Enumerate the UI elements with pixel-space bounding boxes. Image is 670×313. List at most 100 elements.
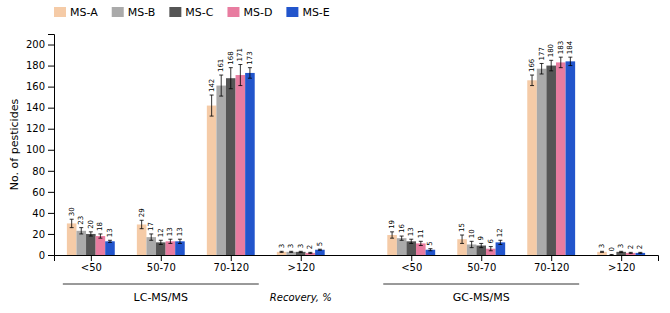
data-label: 168 — [227, 51, 235, 64]
error-bar — [610, 254, 614, 255]
error-bar-cap — [470, 241, 474, 242]
error-bar-cap — [460, 243, 464, 244]
error-bar-cap — [149, 240, 153, 241]
error-bar-line — [411, 239, 412, 243]
bar — [306, 253, 316, 255]
error-bar-cap — [159, 244, 163, 245]
error-bar-cap — [159, 240, 163, 241]
error-bar-cap — [308, 252, 312, 253]
error-bar-cap — [638, 252, 642, 253]
x-tick-label: >120 — [608, 262, 635, 273]
annotation: Recovery, % — [270, 292, 332, 303]
error-bar-line — [532, 75, 533, 86]
error-bar — [210, 95, 214, 116]
x-tick-label: 50-70 — [467, 262, 496, 273]
bar — [137, 224, 147, 255]
y-tick-mark — [48, 45, 54, 46]
data-label: 3 — [297, 244, 305, 248]
error-bar-cap — [400, 236, 404, 237]
error-bar — [419, 241, 423, 245]
legend-swatch — [169, 7, 181, 17]
error-bar-line — [71, 219, 72, 227]
bar — [546, 66, 556, 255]
y-axis: 020406080100120140160180200 — [26, 35, 55, 261]
error-bar — [489, 247, 493, 251]
error-bar-cap — [299, 251, 303, 252]
x-tick: <50 — [401, 255, 422, 273]
data-label: 12 — [157, 228, 165, 237]
bar — [67, 223, 77, 255]
data-label: 18 — [96, 222, 104, 231]
x-tick: 70-120 — [214, 255, 249, 273]
error-bar-cap — [299, 252, 303, 253]
error-bar-line — [170, 239, 171, 243]
x-tick: 50-70 — [147, 255, 176, 273]
data-label: 17 — [147, 222, 155, 231]
y-tick-label: 80 — [32, 166, 45, 177]
error-bar — [400, 236, 404, 240]
x-tick-label: 70-120 — [534, 262, 569, 273]
error-bar-cap — [419, 241, 423, 242]
x-tick: 50-70 — [467, 255, 496, 273]
y-tick-mark — [48, 87, 54, 88]
error-bar-line — [100, 234, 101, 238]
data-label: 30 — [68, 207, 76, 216]
bar — [496, 242, 506, 255]
x-tick-mark — [621, 255, 622, 261]
error-bar-line — [420, 241, 421, 245]
bar — [426, 250, 436, 255]
y-tick-label: 20 — [32, 229, 45, 240]
error-bar-cap — [248, 78, 252, 79]
error-bar-line — [471, 241, 472, 247]
error-bar — [159, 240, 163, 244]
error-bar-line — [160, 240, 161, 244]
error-bar — [409, 239, 413, 243]
y-axis-line — [48, 35, 55, 256]
error-bar-cap — [629, 252, 633, 253]
error-bar-cap — [289, 252, 293, 253]
y-tick-label: 120 — [26, 123, 45, 134]
x-tick-label: <50 — [81, 262, 102, 273]
x-tick-label: >120 — [288, 262, 315, 273]
error-bar — [79, 228, 83, 234]
bar — [175, 241, 185, 255]
bar — [406, 241, 416, 255]
error-bar-cap — [178, 239, 182, 240]
error-bar-cap — [530, 75, 534, 76]
x-tick-mark — [551, 255, 552, 261]
y-tick-mark — [48, 108, 54, 109]
error-bar-cap — [568, 57, 572, 58]
bar — [76, 231, 86, 255]
x-tick-mark — [301, 255, 302, 261]
y-tick-mark — [48, 150, 54, 151]
error-bar-cap — [629, 253, 633, 254]
y-tick-mark — [48, 255, 54, 256]
x-tick-mark — [91, 255, 92, 261]
y-tick: 60 — [32, 187, 54, 198]
error-bar-cap — [168, 243, 172, 244]
error-bar-cap — [400, 240, 404, 241]
x-axis: <50 50-70 70-120 >120 <50 50-70 70-120 >120 — [55, 255, 659, 273]
error-bar — [308, 252, 312, 253]
x-tick: 70-120 — [534, 255, 569, 273]
y-tick-label: 200 — [26, 39, 45, 50]
bar — [315, 250, 325, 255]
error-bar-cap — [419, 245, 423, 246]
data-label: 180 — [547, 44, 555, 57]
data-label: 19 — [388, 220, 396, 229]
bar — [597, 252, 607, 255]
data-label: 13 — [176, 227, 184, 236]
error-bar — [460, 235, 464, 243]
error-bar-cap — [318, 250, 322, 251]
bar — [556, 62, 566, 255]
legend-item: MS-D — [227, 6, 272, 19]
error-bar — [390, 232, 394, 238]
error-bar-cap — [178, 243, 182, 244]
error-bar-cap — [568, 65, 572, 66]
data-label: 161 — [217, 59, 225, 72]
bar — [166, 241, 176, 255]
error-bar — [470, 241, 474, 247]
error-bar — [619, 251, 623, 252]
error-bar-cap — [498, 240, 502, 241]
error-bar — [600, 251, 604, 252]
